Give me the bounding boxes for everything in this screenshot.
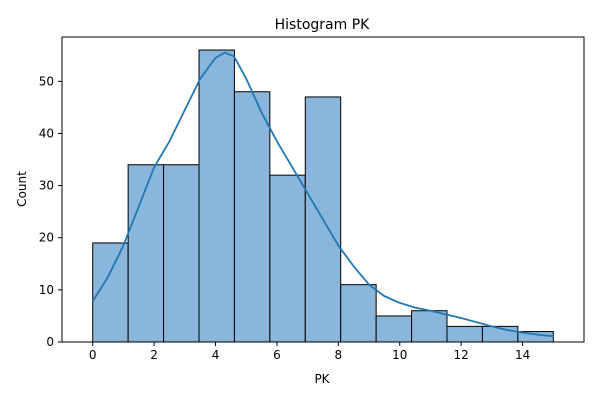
x-tick-label-6: 6 [273, 348, 281, 362]
y-tick-label-30: 30 [39, 179, 54, 193]
x-tick-label-8: 8 [335, 348, 343, 362]
x-axis-label: PK [314, 372, 330, 386]
plot-frame [61, 36, 585, 343]
axes-group [61, 36, 585, 343]
histogram-bar-5 [269, 174, 306, 343]
histogram-bar-1 [127, 164, 165, 343]
histogram-bar-4 [233, 91, 271, 343]
kde-line [91, 51, 554, 338]
histogram-bar-9 [411, 310, 448, 343]
x-tick-label-12: 12 [454, 348, 469, 362]
histogram-bar-10 [446, 325, 483, 343]
bars-group [92, 49, 554, 343]
x-tick-label-2: 2 [150, 348, 158, 362]
x-tick-label-0: 0 [89, 348, 97, 362]
y-axis-label: Count [15, 171, 29, 207]
x-tick-label-10: 10 [392, 348, 407, 362]
histogram-bar-8 [375, 315, 413, 343]
histogram-bar-7 [340, 284, 377, 343]
y-tick-label-10: 10 [39, 283, 54, 297]
y-tick-label-20: 20 [39, 231, 54, 245]
x-tick-label-4: 4 [212, 348, 220, 362]
ticks-group: 0 2 4 6 8 10 12 14 0 10 20 30 40 50 [39, 74, 531, 362]
y-tick-label-0: 0 [46, 335, 54, 349]
histogram-bar-3 [198, 49, 235, 343]
y-tick-label-40: 40 [39, 126, 54, 140]
kde-group [91, 51, 554, 338]
y-tick-label-50: 50 [39, 74, 54, 88]
chart-title: Histogram PK [275, 17, 371, 33]
x-tick-label-14: 14 [515, 348, 530, 362]
histogram-bar-2 [163, 164, 200, 343]
